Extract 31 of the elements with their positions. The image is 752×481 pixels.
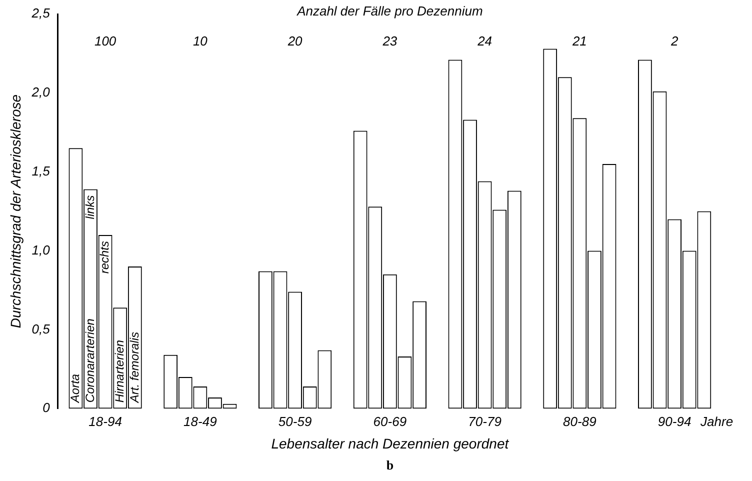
series-label: Art. femoralis: [127, 332, 142, 404]
x-tick-label: 90-94: [658, 414, 692, 430]
chart-title: Anzahl der Fälle pro Dezennium: [296, 4, 483, 19]
y-tick-label: 0: [42, 400, 51, 416]
annotation: 100: [94, 34, 117, 49]
y-tick-label: 0,5: [32, 321, 51, 336]
text: b: [386, 457, 394, 472]
series-label: rechts: [98, 240, 112, 274]
series-label: Aorta: [68, 374, 82, 404]
series-label: Hirnarterien: [112, 340, 126, 403]
annotation: 10: [192, 34, 208, 49]
y-tick-label: 2,5: [30, 6, 51, 21]
text: Jahre: [700, 414, 734, 430]
x-tick-label: 80-89: [563, 414, 596, 430]
annotation: 20: [286, 34, 304, 49]
annotation: 24: [476, 34, 492, 49]
x-tick-label: 70-79: [468, 414, 502, 430]
x-tick-label: 60-69: [373, 414, 407, 430]
y-tick-label: 2,0: [30, 84, 51, 100]
y-tick-label: 1,5: [32, 163, 51, 178]
x-tick-label: 18-49: [184, 414, 217, 430]
series-label: links: [82, 195, 97, 220]
annotation: Coronararterien: [82, 318, 97, 403]
annotation: 21: [571, 34, 587, 49]
annotation: 2: [670, 34, 679, 49]
x-tick-label: 18-94: [88, 414, 122, 430]
x-axis-title: Lebensalter nach Dezennien geordnet: [271, 435, 510, 452]
y-axis-title: Durchschnittsgrad der Arteriosklerose: [7, 94, 24, 328]
y-tick-label: 1,0: [32, 242, 51, 258]
annotation: 23: [382, 34, 398, 49]
x-tick-label: 50-59: [278, 414, 312, 430]
